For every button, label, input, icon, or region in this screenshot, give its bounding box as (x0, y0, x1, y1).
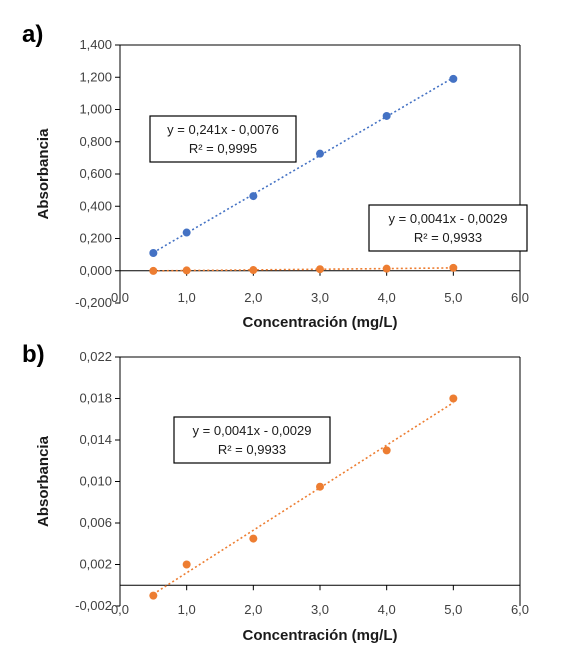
equation-box-frame (149, 115, 297, 163)
data-point (249, 266, 258, 275)
equation-text: y = 0,0041x - 0,0029 (193, 423, 312, 438)
y-tick-label: 0,018 (79, 391, 112, 406)
equation-text: y = 0,0041x - 0,0029 (389, 211, 508, 226)
y-tick-label: 0,014 (79, 432, 112, 447)
y-tick-label: 0,000 (79, 263, 112, 278)
data-point (382, 111, 391, 120)
y-tick-label: 0,200 (79, 231, 112, 246)
data-point (316, 482, 324, 491)
x-tick-label: 1,0 (178, 290, 196, 305)
panel-label: b) (22, 341, 45, 368)
y-tick-label: 0,022 (79, 349, 112, 364)
panel-label: a) (22, 21, 43, 48)
x-tick-label: 2,0 (244, 290, 262, 305)
series-0 (149, 74, 458, 258)
chart-panel-b: b) -0,002 0,002 0,006 0,010 0,014 0,018 0,022 0,… (22, 341, 529, 644)
r-squared-text: R² = 0,9995 (189, 141, 257, 156)
y-tick-label: 0,010 (79, 474, 112, 489)
equation-box-frame (173, 416, 331, 464)
data-point (316, 149, 324, 158)
data-point (382, 446, 391, 455)
trendline-equation-box: y = 0,0041x - 0,0029 R² = 0,9933 (173, 416, 331, 464)
data-point (449, 74, 458, 83)
y-tick-label: 1,000 (79, 102, 112, 117)
trendline-equation-box: y = 0,0041x - 0,0029 R² = 0,9933 (368, 204, 528, 252)
trendline (152, 76, 454, 254)
data-point (182, 228, 191, 237)
x-tick-label: 6,0 (511, 602, 529, 617)
y-tick-label: 0,002 (79, 557, 112, 572)
series-0 (149, 394, 458, 600)
y-tick-label: 1,200 (79, 69, 112, 84)
equation-text: y = 0,241x - 0,0076 (167, 122, 279, 137)
r-squared-text: R² = 0,9933 (218, 442, 286, 457)
y-tick-label: -0,002 (75, 598, 112, 613)
data-point (149, 591, 158, 600)
trendline (153, 267, 454, 272)
y-tick-label: -0,200 (75, 295, 112, 310)
y-tick-label: 0,400 (79, 198, 112, 213)
x-tick-label: 1,0 (178, 602, 196, 617)
y-tick-label: 1,400 (79, 37, 112, 52)
y-tick-label: 0,800 (79, 134, 112, 149)
y-tick-label: 0,600 (79, 166, 112, 181)
series-1 (149, 263, 458, 275)
data-point (449, 394, 458, 403)
x-tick-label: 2,0 (244, 602, 262, 617)
r-squared-text: R² = 0,9933 (414, 230, 482, 245)
y-tick-label: 0,006 (79, 515, 112, 530)
x-tick-label: 6,0 (511, 290, 529, 305)
data-point (316, 265, 324, 274)
data-point (449, 263, 458, 272)
trendline (152, 401, 454, 595)
data-point (382, 264, 391, 273)
y-axis-title: Absorbancia (35, 128, 52, 220)
x-tick-label: 3,0 (311, 290, 329, 305)
data-point (249, 192, 258, 201)
x-tick-label: 0,0 (111, 602, 129, 617)
data-point (182, 560, 191, 569)
data-point (249, 534, 258, 543)
equation-box-frame (368, 204, 528, 252)
data-point (182, 266, 191, 275)
x-axis-title: Concentración (mg/L) (242, 627, 397, 644)
x-tick-label: 0,0 (111, 290, 129, 305)
x-tick-label: 5,0 (444, 602, 462, 617)
y-axis-title: Absorbancia (35, 435, 52, 527)
x-axis-title: Concentración (mg/L) (242, 314, 397, 331)
data-point (149, 266, 158, 275)
data-point (149, 249, 158, 258)
x-tick-label: 4,0 (378, 602, 396, 617)
x-tick-label: 3,0 (311, 602, 329, 617)
chart-panel-a: a) -0,200 0,000 0,200 0,400 0,600 0,800 1,000 1,… (22, 21, 529, 331)
x-tick-label: 4,0 (378, 290, 396, 305)
trendline-equation-box: y = 0,241x - 0,0076 R² = 0,9995 (149, 115, 297, 163)
x-tick-label: 5,0 (444, 290, 462, 305)
